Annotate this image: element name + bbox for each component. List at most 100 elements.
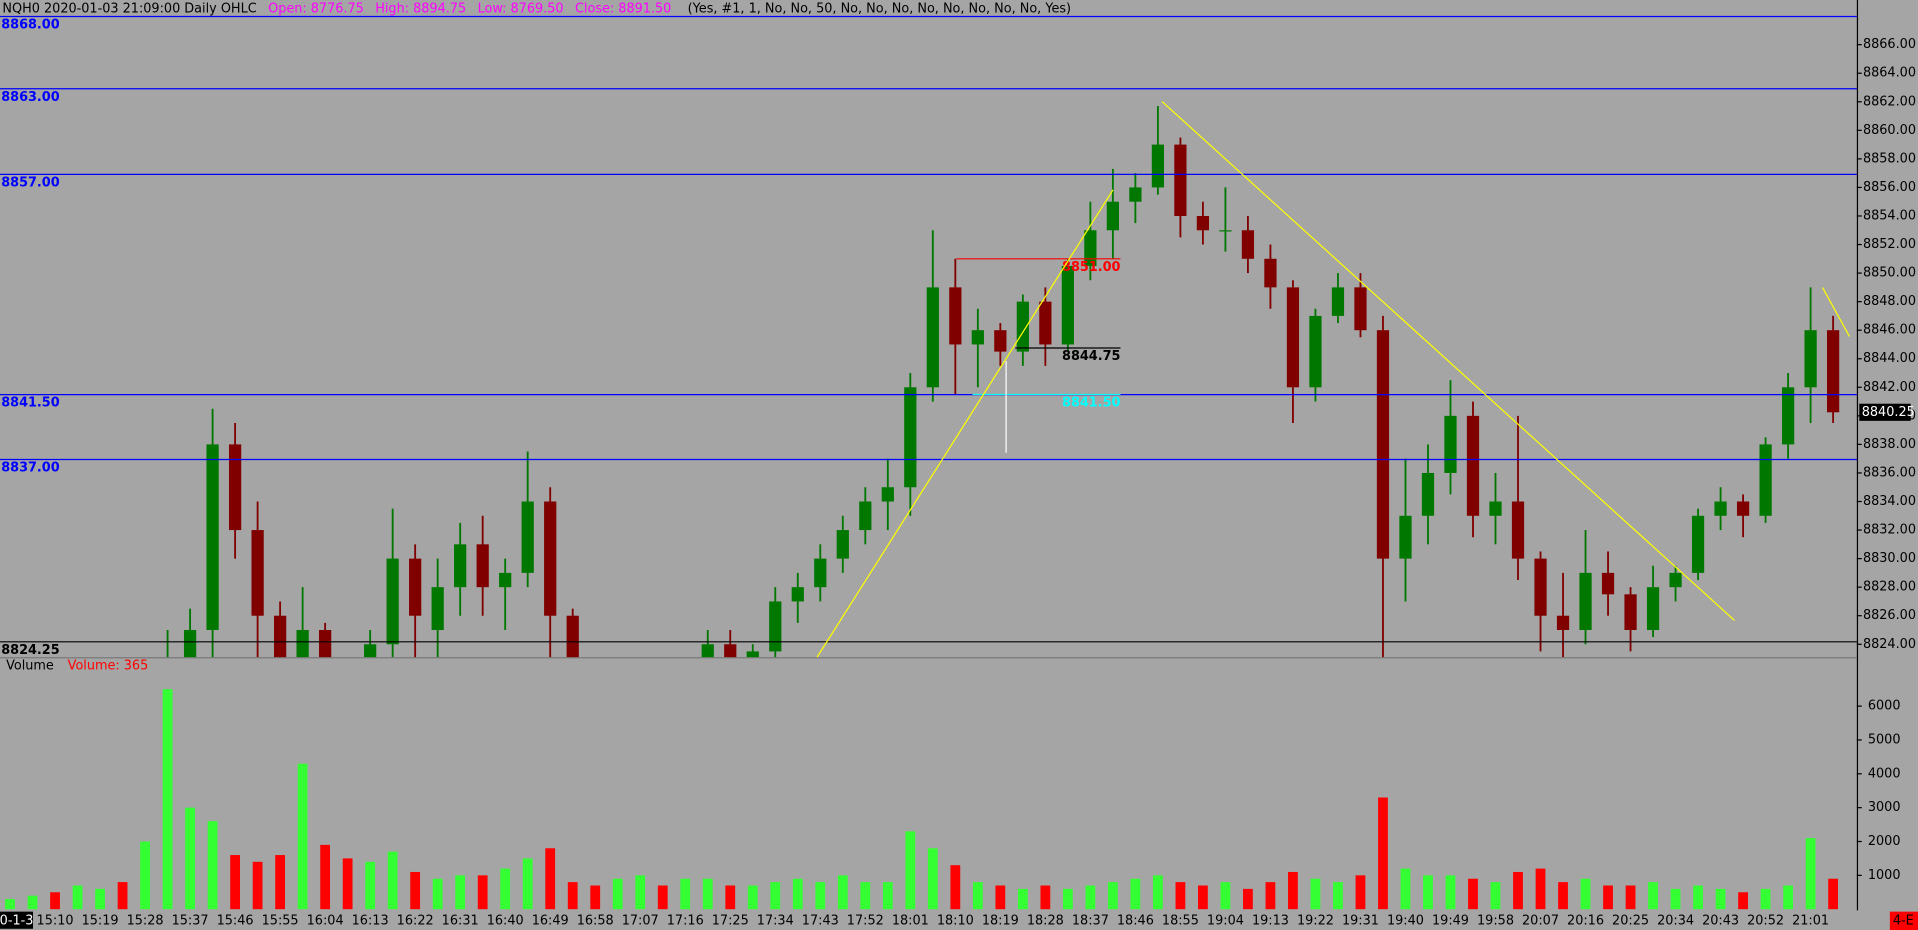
x-tick-label: 17:43	[802, 913, 839, 928]
volume-bar	[815, 882, 826, 910]
trend-line	[1161, 101, 1735, 621]
volume-bar	[387, 851, 398, 910]
candle-body	[814, 558, 827, 588]
x-tick-label: 20:43	[1702, 913, 1739, 928]
volume-bar	[230, 855, 240, 910]
volume-bar	[1738, 892, 1748, 910]
volume-bar	[725, 885, 736, 910]
volume-bar	[410, 871, 421, 910]
header-title: NQH0 2020-01-03 21:09:00 Daily OHLC	[2, 1, 256, 16]
volume-bar	[140, 841, 150, 910]
x-tick-label: 15:28	[127, 913, 164, 928]
volume-bar	[1107, 882, 1118, 910]
y-tick-label: 8852.00	[1863, 237, 1916, 252]
candle-body	[206, 444, 219, 630]
candle-body	[1106, 201, 1119, 231]
volume-bar	[1558, 882, 1568, 910]
volume-bar	[522, 858, 533, 910]
candle-body	[1219, 230, 1232, 232]
y-tick-label: 8846.00	[1863, 323, 1916, 338]
volume-bar	[50, 892, 60, 910]
volume-header: Volume Volume: 365	[6, 658, 148, 673]
x-tick-label: 18:01	[892, 913, 929, 928]
last-price-box	[1859, 403, 1911, 421]
volume-pane	[5, 689, 1839, 910]
y-tick-label: 8838.00	[1863, 437, 1916, 452]
candle-body	[1646, 587, 1660, 630]
candle-body	[1309, 315, 1322, 388]
level-label: 8863.00	[1, 90, 59, 105]
candle-body	[724, 644, 737, 658]
date-box	[0, 911, 34, 929]
candle-body	[476, 544, 489, 588]
volume-bar	[5, 899, 15, 910]
volume-bar	[320, 844, 331, 910]
x-tick-label: 17:07	[622, 913, 659, 928]
y-tick-label: 8836.00	[1863, 465, 1916, 480]
candle-body	[1556, 615, 1570, 630]
volume-bar	[1580, 878, 1591, 910]
candle-body	[1241, 230, 1255, 259]
candle-body	[1804, 330, 1817, 388]
candle-body	[1196, 215, 1210, 231]
volume-bar	[162, 689, 173, 910]
candle-body	[746, 651, 759, 658]
y-tick-label: 8842.00	[1863, 380, 1916, 395]
volume-bar	[1085, 885, 1096, 910]
candle-body	[251, 530, 264, 616]
candle-body	[859, 501, 872, 531]
x-tick-label: 19:31	[1342, 913, 1379, 928]
volume-bar	[1423, 875, 1433, 910]
header-study: (Yes, #1, 1, No, No, 50, No, No, No, No,…	[688, 1, 1071, 16]
volume-bar	[1490, 882, 1501, 910]
y-tick-label: 8856.00	[1863, 180, 1916, 195]
candle-body	[1016, 301, 1029, 352]
candle-body	[1714, 501, 1727, 516]
volume-bar	[1715, 888, 1726, 910]
level-label: 8841.50	[1, 396, 59, 411]
candle-body	[1286, 287, 1300, 388]
y-tick-label: 8834.00	[1863, 494, 1916, 509]
x-tick-label: 16:13	[352, 913, 389, 928]
volume-bar	[680, 878, 691, 910]
volume-bar	[567, 882, 578, 910]
y-tick-label: 8858.00	[1863, 151, 1916, 166]
candle-body	[791, 587, 804, 602]
volume-bar	[995, 885, 1006, 910]
volume-bar	[1130, 878, 1141, 910]
y-tick-label: 8864.00	[1863, 66, 1916, 81]
volume-bar	[27, 895, 38, 910]
axes: 8824.00 8826.00 8828.00 8830.00 8832.00 8834.…	[0, 15, 1916, 929]
volume-bar	[1265, 882, 1276, 910]
y-tick-label: 8828.00	[1863, 580, 1916, 595]
status-box	[1889, 911, 1918, 930]
x-tick-label: 16:31	[442, 913, 479, 928]
volume-bar	[1153, 875, 1163, 910]
volume-bar	[1828, 878, 1839, 910]
y-tick-label: 8850.00	[1863, 266, 1916, 281]
volume-bar	[1288, 871, 1298, 910]
header: NQH0 2020-01-03 21:09:00 Daily OHLC Open…	[2, 1, 1071, 16]
volume-bar	[72, 885, 83, 910]
volume-bar	[1805, 838, 1816, 910]
level-label: 8868.00	[1, 18, 59, 33]
x-tick-label: 20:07	[1522, 913, 1559, 928]
x-tick-label: 17:16	[667, 913, 704, 928]
x-tick-label: 17:25	[712, 913, 749, 928]
level-label: 8857.00	[1, 175, 59, 190]
volume-bar	[1378, 797, 1388, 910]
y-tick-label: 8826.00	[1863, 608, 1916, 623]
candle-body	[499, 572, 512, 588]
volume-bar	[950, 865, 961, 910]
volume-bar	[252, 861, 263, 910]
x-tick-label: 18:37	[1072, 913, 1109, 928]
candle-body	[1489, 501, 1502, 516]
candle-body	[274, 615, 287, 658]
x-tick-label: 20:34	[1657, 913, 1694, 928]
candle-body	[1601, 572, 1615, 595]
candle-body	[521, 501, 534, 573]
volume-bar	[95, 888, 105, 910]
candle-body	[409, 558, 422, 616]
